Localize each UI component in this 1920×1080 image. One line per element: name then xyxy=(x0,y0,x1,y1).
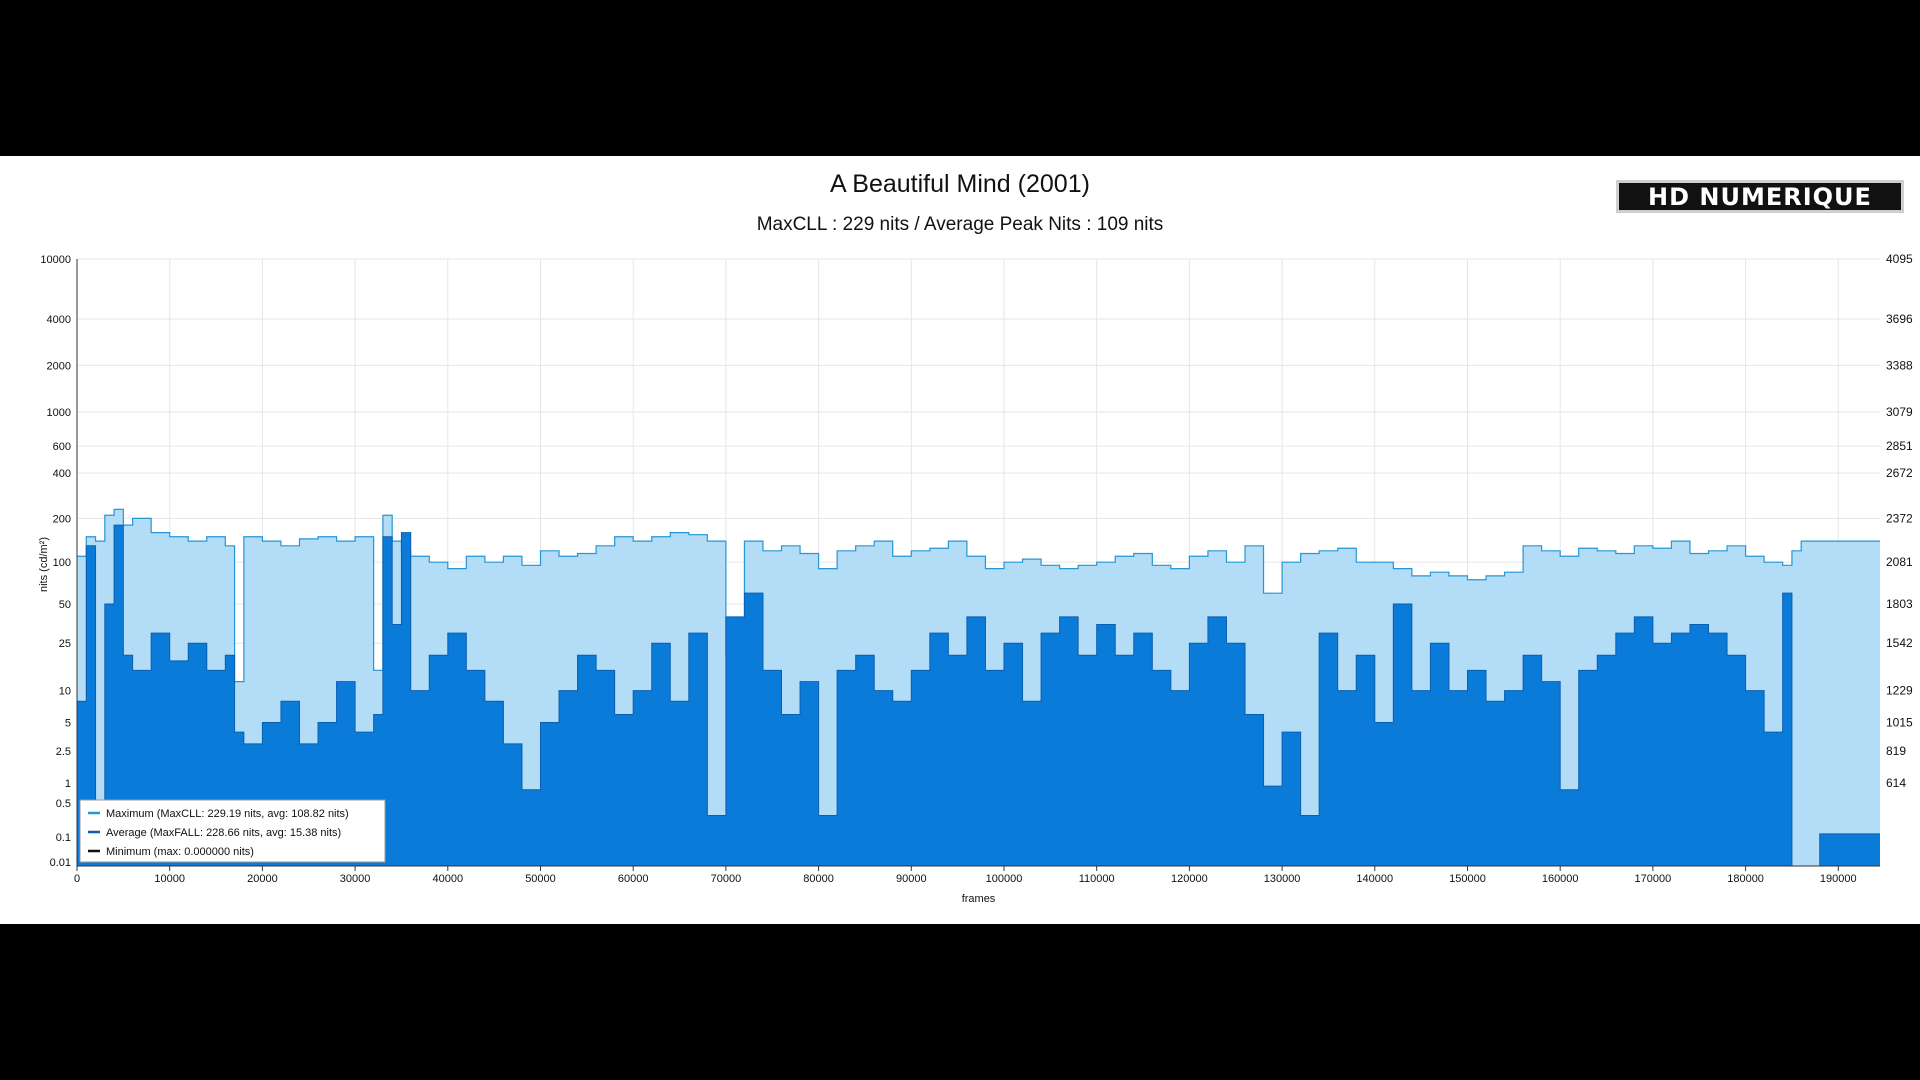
y-tick-label: 0.01 xyxy=(50,857,71,869)
y-tick-code-label: 3388 xyxy=(1886,358,1913,372)
y-tick-code-label: 3079 xyxy=(1886,405,1913,419)
x-tick-label: 190000 xyxy=(1820,873,1857,885)
x-tick-label: 150000 xyxy=(1449,873,1486,885)
y-axis-label: nits (cd/m²) xyxy=(38,537,50,592)
y-tick-code-label: 1229 xyxy=(1886,684,1913,698)
x-tick-label: 170000 xyxy=(1635,873,1672,885)
legend-label: Minimum (max: 0.000000 nits) xyxy=(106,846,254,858)
x-tick-label: 20000 xyxy=(247,873,278,885)
x-tick-label: 40000 xyxy=(433,873,464,885)
legend-box xyxy=(79,799,386,863)
brand-logo: HD NUMERIQUE xyxy=(1616,180,1904,213)
y-tick-code-label: 2851 xyxy=(1886,439,1913,453)
y-tick-label: 10000 xyxy=(40,254,71,266)
x-tick-label: 130000 xyxy=(1264,873,1301,885)
y-tick-label: 200 xyxy=(53,513,71,525)
y-tick-code-label: 614 xyxy=(1886,776,1906,790)
y-tick-label: 50 xyxy=(59,599,71,611)
x-tick-label: 140000 xyxy=(1356,873,1393,885)
x-tick-label: 110000 xyxy=(1079,873,1115,885)
y-tick-label: 1 xyxy=(65,778,71,790)
legend-label: Maximum (MaxCLL: 229.19 nits, avg: 108.8… xyxy=(106,808,349,820)
series-average-area xyxy=(77,525,1880,866)
chart-subtitle: MaxCLL : 229 nits / Average Peak Nits : … xyxy=(756,214,1164,235)
y-tick-label: 0.5 xyxy=(56,798,71,810)
x-tick-label: 0 xyxy=(74,873,80,885)
y-tick-label: 25 xyxy=(59,638,71,650)
x-tick-label: 160000 xyxy=(1542,873,1579,885)
logo-text: HD NUMERIQUE xyxy=(1648,182,1872,211)
y-tick-label: 0.1 xyxy=(56,832,71,844)
y-tick-code-label: 2081 xyxy=(1886,555,1913,569)
y-tick-label: 2000 xyxy=(47,360,71,372)
y-tick-code-label: 2372 xyxy=(1886,511,1913,525)
chart-title: A Beautiful Mind (2001) xyxy=(830,170,1090,198)
x-tick-label: 30000 xyxy=(340,873,371,885)
y-tick-label: 2.5 xyxy=(56,746,71,758)
y-tick-label: 10 xyxy=(59,686,71,698)
y-tick-label: 1000 xyxy=(47,407,71,419)
y-tick-code-label: 819 xyxy=(1886,744,1906,758)
y-tick-label: 400 xyxy=(53,468,71,480)
y-tick-label: 100 xyxy=(53,557,71,569)
y-tick-code-label: 1803 xyxy=(1886,597,1913,611)
series-maximum-line xyxy=(77,508,1880,683)
x-tick-label: 80000 xyxy=(803,873,834,885)
legend-label: Average (MaxFALL: 228.66 nits, avg: 15.3… xyxy=(106,827,341,839)
x-tick-label: 50000 xyxy=(525,873,556,885)
x-tick-label: 90000 xyxy=(896,873,927,885)
x-tick-label: 180000 xyxy=(1727,873,1764,885)
y-tick-code-label: 3696 xyxy=(1886,312,1913,326)
y-tick-code-label: 4095 xyxy=(1886,252,1913,266)
series-average-line xyxy=(77,524,1880,867)
x-tick-label: 120000 xyxy=(1171,873,1208,885)
x-tick-label: 70000 xyxy=(711,873,742,885)
x-tick-label: 100000 xyxy=(986,873,1023,885)
x-axis-label: frames xyxy=(962,893,996,905)
x-tick-label: 10000 xyxy=(154,873,185,885)
y-tick-label: 600 xyxy=(53,441,71,453)
y-tick-label: 5 xyxy=(65,718,71,730)
y-tick-code-label: 1542 xyxy=(1886,636,1913,650)
y-tick-code-label: 2672 xyxy=(1886,466,1913,480)
y-tick-code-label: 1015 xyxy=(1886,716,1913,730)
x-tick-label: 60000 xyxy=(618,873,649,885)
y-tick-label: 4000 xyxy=(47,314,71,326)
